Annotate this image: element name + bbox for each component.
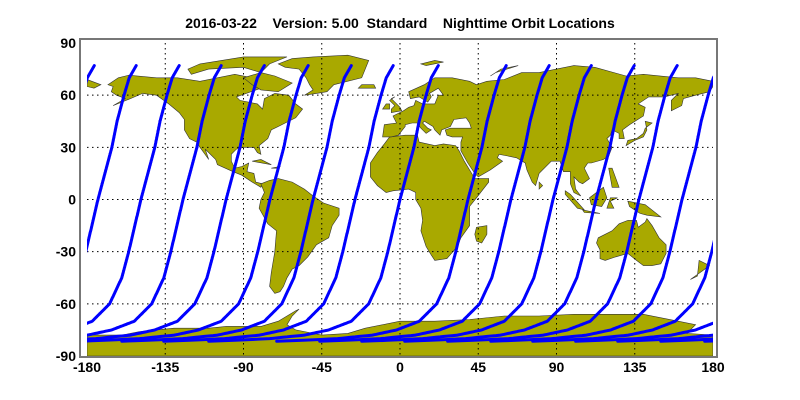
landmass-iceland	[357, 84, 377, 89]
landmass-svalbard	[419, 60, 444, 66]
y-tick-label: 60	[60, 87, 76, 103]
landmass-cuba	[252, 159, 272, 165]
landmass-greenland	[277, 54, 370, 96]
x-axis-ticks: -180 -135 -90 -45 0 45 90 135 180	[73, 359, 725, 375]
orbit-tracks	[0, 64, 800, 343]
orbit-track-segment	[489, 75, 713, 343]
orbit-track-7	[162, 64, 800, 343]
x-tick-label: 90	[549, 359, 565, 375]
orbit-track-12	[0, 64, 636, 343]
orbit-track-3	[87, 64, 713, 343]
x-tick-label: 45	[470, 359, 486, 375]
landmass-sulawesi	[606, 197, 618, 209]
orbit-track-segment	[531, 239, 713, 343]
orbit-track-segment	[275, 64, 508, 343]
x-tick-label: -45	[312, 359, 332, 375]
y-tick-label: -90	[56, 348, 76, 364]
landmass-great-britain	[389, 96, 403, 113]
orbit-track-13	[0, 64, 679, 343]
orbit-track-segment	[87, 64, 138, 254]
orbit-track-segment	[446, 64, 679, 343]
orbit-track-5	[87, 64, 713, 343]
orbit-track-6	[120, 64, 800, 343]
plot-title: 2016-03-22 Version: 5.00 Standard Nightt…	[0, 15, 800, 31]
title-name: Nighttime Orbit Locations	[442, 15, 615, 31]
land-layer	[87, 54, 713, 356]
orbit-track-segment	[87, 64, 310, 343]
orbit-track-segment	[87, 64, 266, 341]
orbit-track-segment	[703, 339, 713, 343]
y-tick-label: 90	[60, 35, 76, 51]
y-tick-label: 0	[68, 192, 76, 208]
orbit-track-segment	[162, 64, 395, 343]
x-tick-label: -180	[73, 359, 101, 375]
orbit-track-4	[87, 64, 713, 343]
orbit-track-segment	[360, 64, 593, 343]
orbit-track-2	[87, 64, 713, 343]
y-axis-ticks: 90 60 30 0 -30 -60 -90	[56, 35, 76, 364]
x-tick-label: -135	[151, 359, 179, 375]
y-tick-label: 30	[60, 139, 76, 155]
landmass-philippines	[608, 167, 620, 188]
x-tick-label: 0	[396, 359, 404, 375]
title-date: 2016-03-22	[185, 15, 257, 31]
title-product: Standard	[366, 15, 428, 31]
landmass-ireland	[382, 103, 390, 110]
landmass-new-guinea	[627, 200, 662, 218]
x-tick-label: 135	[623, 359, 647, 375]
orbit-track-segment	[87, 64, 223, 337]
landmass-japan	[625, 120, 653, 147]
orbit-track-14	[87, 64, 713, 343]
orbit-track-11	[360, 64, 593, 343]
orbit-track-10	[318, 64, 551, 343]
orbit-track-segment	[207, 64, 440, 343]
orbit-track-segment	[0, 66, 8, 342]
orbit-track-segment	[318, 64, 551, 343]
landmass-novaya-zemlya	[490, 65, 519, 77]
orbit-track-1	[87, 64, 713, 343]
orbit-track-segment	[403, 64, 636, 343]
x-tick-label: 180	[701, 359, 725, 375]
landmass-chukotka	[87, 79, 102, 89]
orbit-track-8	[207, 64, 440, 343]
orbit-track-segment	[87, 64, 181, 325]
orbit-track-segment	[748, 66, 800, 342]
landmass-baffin-island	[242, 72, 293, 93]
orbit-track-9	[275, 64, 508, 343]
landmass-sri-lanka	[538, 181, 544, 190]
title-version: Version: 5.00	[272, 15, 359, 31]
orbit-track-segment	[790, 66, 800, 342]
orbit-track-segment	[120, 64, 353, 343]
landmass-sumatra	[564, 190, 586, 211]
y-tick-label: -30	[56, 244, 76, 260]
orbit-track-segment	[0, 66, 51, 342]
x-tick-label: -90	[233, 359, 253, 375]
y-tick-label: -60	[56, 296, 76, 312]
